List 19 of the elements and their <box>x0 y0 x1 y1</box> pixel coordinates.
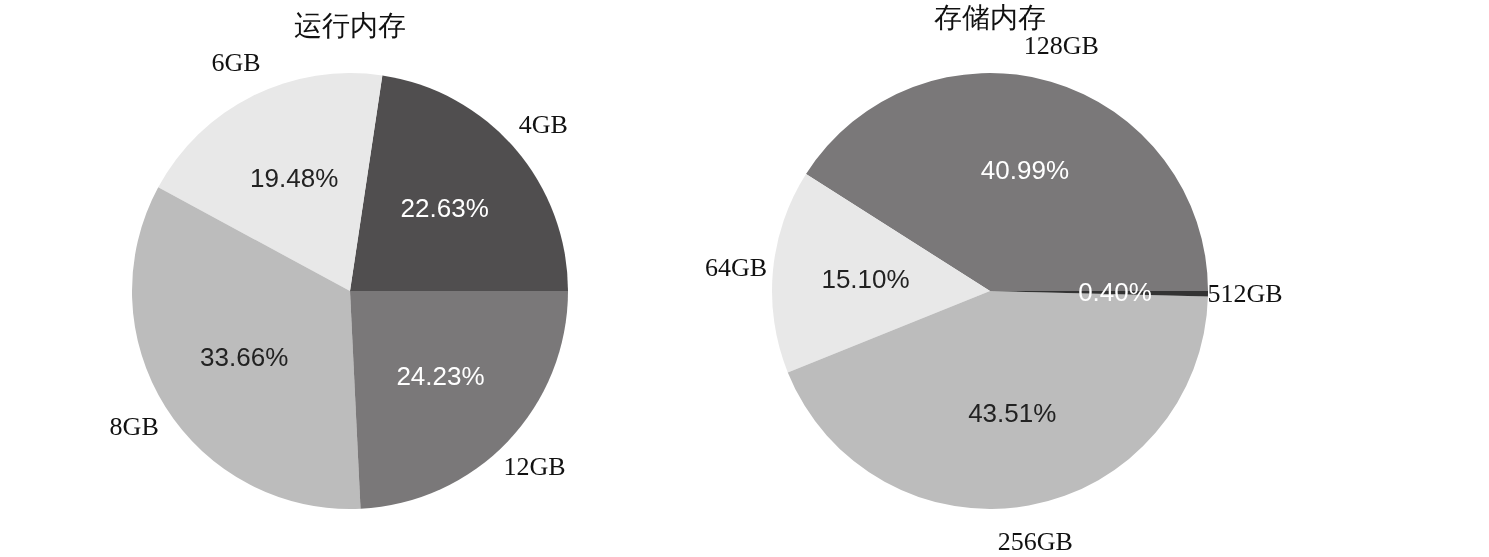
slice-label: 4GB <box>518 109 568 139</box>
slice-label: 6GB <box>211 47 261 77</box>
data-label: 24.23% <box>396 361 485 392</box>
slice-label: 64GB <box>705 252 768 282</box>
data-label: 22.63% <box>400 193 489 224</box>
data-label: 0.40% <box>1078 276 1152 307</box>
pie-slice <box>158 73 383 291</box>
data-label: 43.51% <box>968 398 1057 429</box>
data-label: 40.99% <box>980 154 1070 185</box>
data-label: 15.10% <box>821 263 910 294</box>
slice-label: 256GB <box>997 526 1073 556</box>
data-label: 19.48% <box>250 163 339 194</box>
chart-title: 运行内存 <box>294 9 406 42</box>
pie-slice <box>350 75 568 291</box>
slice-label: 8GB <box>109 411 159 441</box>
data-label: 33.66% <box>200 341 289 372</box>
pie-slice <box>350 291 568 509</box>
slice-label: 512GB <box>1207 279 1283 309</box>
slice-label: 12GB <box>503 451 566 481</box>
